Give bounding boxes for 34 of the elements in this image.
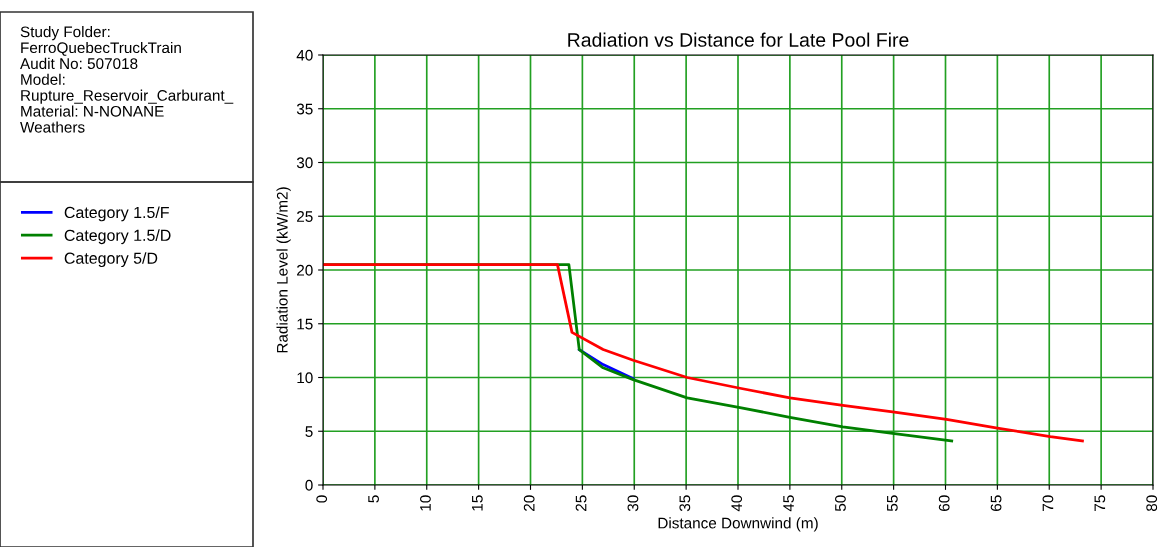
x-tick-label: 25 (575, 495, 587, 511)
y-tick-label: 30 (296, 157, 313, 169)
x-tick-label: 60 (938, 495, 950, 511)
legend-label: Category 1.5/F (64, 206, 169, 222)
x-tick-label: 10 (420, 495, 431, 511)
x-tick-label: 80 (1146, 495, 1158, 512)
x-tick-label: 45 (783, 495, 794, 512)
legend-label: Category 1.5/D (64, 229, 171, 245)
x-tick-label: 35 (679, 495, 691, 512)
x-tick-label: 30 (627, 495, 639, 512)
line-series (323, 263, 1084, 443)
y-tick-label: 25 (297, 211, 313, 222)
x-tick-label: 0 (316, 495, 328, 503)
x-tick-label: 75 (1094, 495, 1106, 511)
legend-label: Category 5/D (64, 252, 158, 268)
x-tick-label: 20 (523, 495, 535, 511)
x-tick-label: 50 (835, 495, 846, 512)
x-tick-label: 70 (1042, 495, 1054, 511)
y-tick-label: 40 (296, 49, 313, 61)
x-tick-label: 5 (368, 495, 379, 503)
x-tick-label: 40 (731, 495, 743, 512)
x-axis-title: Distance Downwind (m) (658, 517, 818, 532)
x-tick-label: 65 (990, 495, 1002, 511)
y-tick-label: 10 (297, 372, 313, 384)
y-tick-label: 0 (305, 479, 313, 491)
y-tick-label: 5 (305, 426, 313, 437)
y-tick-label: 15 (297, 318, 313, 330)
y-tick-label: 20 (297, 264, 313, 276)
text: Study Folder: FerroQuebecTruckTrain Audit No: 507018 Model: Rupture_Reservoir_Carburant_ Material: N-NONANE Weathers (20, 26, 234, 133)
y-axis-title: Radiation Level (kW/m2) (276, 187, 291, 353)
x-tick-label: 15 (472, 495, 483, 511)
y-tick-label: 35 (296, 103, 313, 115)
x-tick-label: 55 (887, 495, 898, 512)
chart-title: Radiation vs Distance for Late Pool Fire (568, 32, 909, 47)
